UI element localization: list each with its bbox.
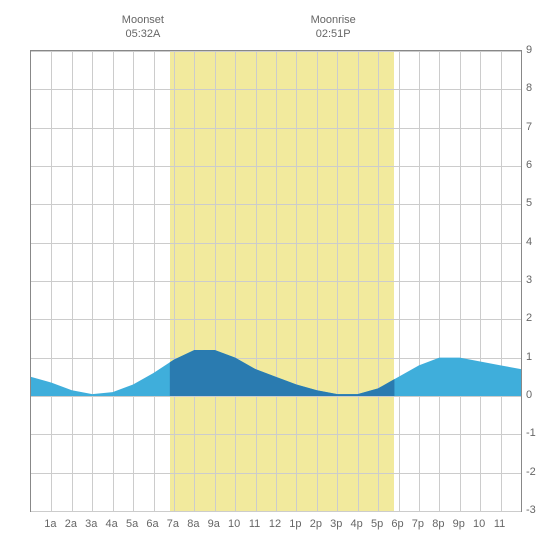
x-tick-label: 4a xyxy=(106,518,118,530)
moonrise-label: Moonrise xyxy=(311,14,356,26)
y-tick-label: 3 xyxy=(526,274,532,286)
y-tick-label: -2 xyxy=(526,466,536,478)
moonrise-time: 02:51P xyxy=(316,28,351,40)
y-tick-label: 5 xyxy=(526,197,532,209)
y-tick-label: 2 xyxy=(526,312,532,324)
x-tick-label: 12 xyxy=(269,518,281,530)
tide-chart: -3-2-101234567891a2a3a4a5a6a7a8a9a101112… xyxy=(0,0,550,550)
y-tick-label: -3 xyxy=(526,504,536,516)
tide-area-dark xyxy=(170,350,395,396)
x-tick-label: 7p xyxy=(412,518,424,530)
moonset-time: 05:32A xyxy=(125,28,160,40)
x-tick-label: 7a xyxy=(167,518,179,530)
y-tick-label: 1 xyxy=(526,351,532,363)
x-tick-label: 2a xyxy=(65,518,77,530)
x-tick-label: 5a xyxy=(126,518,138,530)
y-tick-label: 9 xyxy=(526,44,532,56)
plot-area xyxy=(30,50,522,512)
x-tick-label: 3p xyxy=(330,518,342,530)
x-tick-label: 11 xyxy=(249,518,260,530)
x-tick-label: 10 xyxy=(473,518,485,530)
x-tick-label: 5p xyxy=(371,518,383,530)
x-tick-label: 2p xyxy=(310,518,322,530)
y-tick-label: -1 xyxy=(526,427,536,439)
x-tick-label: 4p xyxy=(351,518,363,530)
y-tick-label: 7 xyxy=(526,121,532,133)
y-tick-label: 8 xyxy=(526,82,532,94)
moonset-label: Moonset xyxy=(122,14,164,26)
x-tick-label: 8p xyxy=(432,518,444,530)
x-tick-label: 11 xyxy=(494,518,505,530)
x-tick-label: 9p xyxy=(453,518,465,530)
x-tick-label: 8a xyxy=(187,518,199,530)
tide-curve xyxy=(31,51,521,511)
x-tick-label: 6p xyxy=(391,518,403,530)
x-tick-label: 3a xyxy=(85,518,97,530)
x-tick-label: 6a xyxy=(146,518,158,530)
y-tick-label: 6 xyxy=(526,159,532,171)
x-tick-label: 9a xyxy=(208,518,220,530)
grid-line-h xyxy=(31,511,521,512)
x-tick-label: 1a xyxy=(44,518,56,530)
x-tick-label: 10 xyxy=(228,518,240,530)
x-tick-label: 1p xyxy=(289,518,301,530)
y-tick-label: 0 xyxy=(526,389,532,401)
y-tick-label: 4 xyxy=(526,236,532,248)
